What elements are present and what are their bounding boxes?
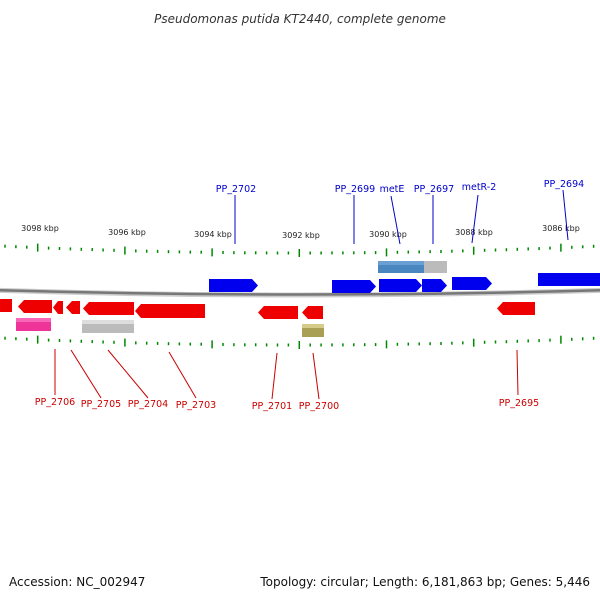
gene-arrow-reverse[interactable] [0, 299, 12, 312]
scale-label: 3088 kbp [455, 228, 493, 237]
gene-arrow-reverse[interactable] [258, 306, 298, 319]
genome-backbone [0, 289, 600, 296]
leader-line [516, 349, 519, 396]
gene-arrow-forward[interactable] [538, 273, 600, 286]
leader-line [471, 194, 479, 244]
gene-arrow-forward[interactable] [209, 279, 258, 292]
gene-arrow-reverse[interactable] [53, 301, 63, 314]
leader-line [312, 352, 320, 400]
scale-label: 3090 kbp [369, 230, 407, 239]
leader-line [390, 195, 401, 245]
feature-boxes [16, 261, 447, 337]
gene-arrow-reverse[interactable] [66, 301, 80, 314]
gene-label-reverse[interactable]: PP_2695 [499, 398, 539, 409]
genome-summary-text: Topology: circular; Length: 6,181,863 bp… [259, 575, 590, 589]
gene-label-reverse[interactable]: PP_2703 [176, 400, 216, 411]
gene-label-forward[interactable]: PP_2694 [544, 179, 584, 190]
leader-line [562, 189, 569, 241]
reverse-gene-labels: PP_2706 PP_2705 PP_2704 PP_2703 PP_2701 … [35, 349, 539, 412]
gene-arrow-reverse[interactable] [83, 302, 134, 315]
map-title: Pseudomonas putida KT2440, complete geno… [154, 12, 446, 26]
feature-box-highlight [82, 320, 134, 324]
gene-arrow-forward[interactable] [379, 279, 422, 292]
scale-label: 3086 kbp [542, 224, 580, 233]
gene-arrow-reverse[interactable] [497, 302, 535, 315]
reverse-gene-arrows [0, 299, 535, 319]
leader-line [70, 349, 102, 399]
feature-box-highlight [302, 324, 324, 328]
forward-gene-labels: PP_2702 PP_2699 metE PP_2697 metR-2 PP_2… [216, 179, 584, 245]
scale-label: 3092 kbp [282, 231, 320, 240]
gene-arrow-forward[interactable] [422, 279, 447, 292]
leader-line [271, 352, 278, 400]
gene-label-forward[interactable]: PP_2699 [335, 184, 375, 195]
accession-text: Accession: NC_002947 [9, 575, 145, 589]
feature-box-highlight [378, 261, 424, 265]
gene-label-forward[interactable]: metR-2 [462, 182, 497, 193]
scale-labels: 3098 kbp 3096 kbp 3094 kbp 3092 kbp 3090… [21, 224, 580, 240]
scale-label: 3094 kbp [194, 230, 232, 239]
gene-arrow-reverse[interactable] [18, 300, 52, 313]
forward-gene-arrows [209, 273, 600, 293]
scale-label: 3096 kbp [108, 228, 146, 237]
gene-label-forward[interactable]: metE [380, 184, 405, 195]
feature-box-highlight [16, 318, 51, 322]
scale-ticks-top [4, 243, 595, 257]
gene-label-reverse[interactable]: PP_2706 [35, 397, 75, 408]
leader-line [107, 349, 149, 399]
gene-label-forward[interactable]: PP_2702 [216, 184, 256, 195]
gene-arrow-forward[interactable] [332, 280, 376, 293]
gene-arrow-forward[interactable] [452, 277, 492, 290]
scale-label: 3098 kbp [21, 224, 59, 233]
gene-label-reverse[interactable]: PP_2704 [128, 399, 168, 410]
scale-ticks-bottom [4, 335, 595, 349]
gene-label-forward[interactable]: PP_2697 [414, 184, 454, 195]
feature-box-silver[interactable] [424, 261, 447, 273]
gene-label-reverse[interactable]: PP_2701 [252, 401, 292, 412]
gene-label-reverse[interactable]: PP_2700 [299, 401, 339, 412]
gene-arrow-reverse[interactable] [302, 306, 323, 319]
gene-label-reverse[interactable]: PP_2705 [81, 399, 121, 410]
leader-line [168, 351, 197, 399]
gene-arrow-reverse[interactable] [135, 304, 205, 318]
